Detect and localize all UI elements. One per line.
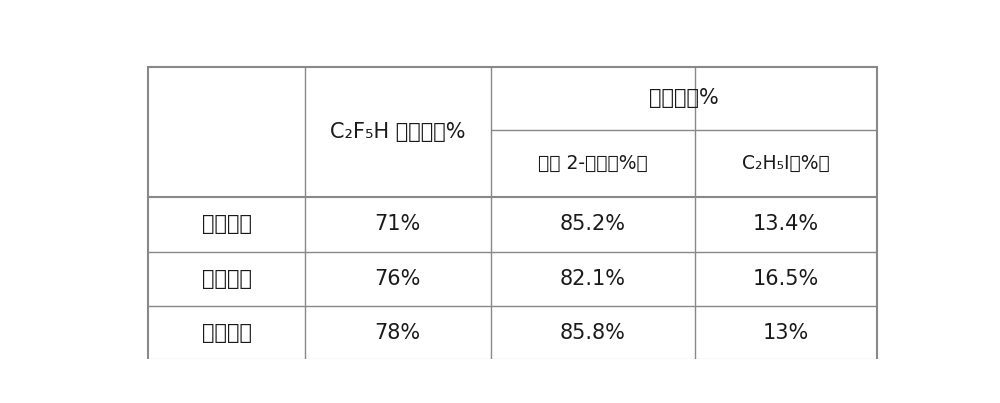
Text: 85.2%: 85.2% [560, 214, 626, 235]
Text: 71%: 71% [375, 214, 421, 235]
Text: 实施例二: 实施例二 [202, 269, 252, 289]
Text: 全氟 2-丁烯（%）: 全氟 2-丁烯（%） [538, 154, 648, 173]
Text: C₂H₅I（%）: C₂H₅I（%） [742, 154, 830, 173]
Text: 13%: 13% [763, 323, 809, 343]
Text: 16.5%: 16.5% [753, 269, 819, 289]
Text: 实施例三: 实施例三 [202, 323, 252, 343]
Text: 实施例一: 实施例一 [202, 214, 252, 235]
Text: 85.8%: 85.8% [560, 323, 626, 343]
Text: 78%: 78% [375, 323, 421, 343]
Text: 选择性，%: 选择性，% [649, 88, 719, 108]
Text: 13.4%: 13.4% [753, 214, 819, 235]
Text: C₂F₅H 转化率，%: C₂F₅H 转化率，% [330, 122, 466, 142]
Text: 76%: 76% [375, 269, 421, 289]
Text: 82.1%: 82.1% [560, 269, 626, 289]
